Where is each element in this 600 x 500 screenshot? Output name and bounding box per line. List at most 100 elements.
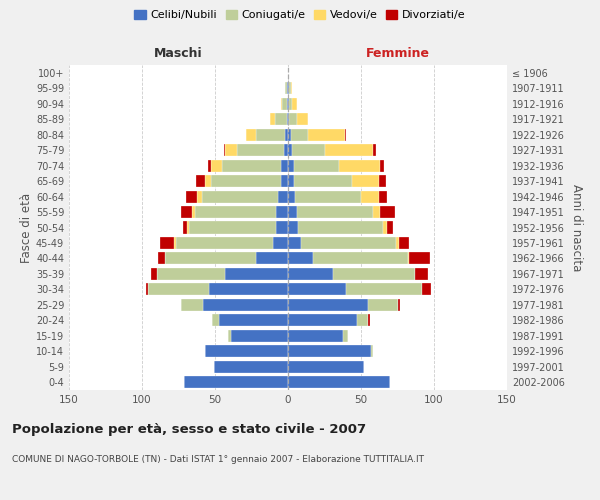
Bar bbox=[166, 252, 256, 264]
Bar bbox=[368, 314, 370, 326]
Bar bbox=[225, 268, 288, 280]
Bar bbox=[281, 175, 288, 187]
Bar bbox=[211, 160, 223, 172]
Bar bbox=[368, 299, 398, 311]
Bar bbox=[148, 284, 209, 296]
Bar bbox=[298, 222, 383, 234]
Bar bbox=[287, 113, 288, 125]
Bar bbox=[284, 144, 288, 156]
Bar bbox=[288, 128, 291, 140]
Bar bbox=[288, 160, 294, 172]
Bar bbox=[281, 98, 282, 110]
Bar bbox=[228, 330, 231, 342]
Bar bbox=[278, 190, 288, 202]
Bar bbox=[288, 376, 390, 388]
Bar bbox=[194, 206, 277, 218]
Bar bbox=[343, 330, 348, 342]
Bar bbox=[288, 190, 295, 202]
Bar bbox=[186, 190, 197, 202]
Bar bbox=[288, 299, 368, 311]
Bar bbox=[181, 206, 191, 218]
Bar bbox=[380, 160, 385, 172]
Bar bbox=[288, 82, 289, 94]
Bar bbox=[289, 82, 291, 94]
Bar bbox=[222, 160, 281, 172]
Bar bbox=[212, 314, 220, 326]
Bar bbox=[373, 144, 376, 156]
Bar bbox=[295, 190, 361, 202]
Bar bbox=[189, 222, 277, 234]
Bar bbox=[356, 314, 368, 326]
Bar bbox=[294, 175, 352, 187]
Bar bbox=[352, 175, 379, 187]
Bar bbox=[288, 206, 297, 218]
Bar bbox=[181, 299, 203, 311]
Bar bbox=[297, 206, 373, 218]
Bar bbox=[256, 128, 285, 140]
Bar bbox=[289, 98, 292, 110]
Bar bbox=[379, 175, 386, 187]
Bar bbox=[203, 299, 288, 311]
Bar bbox=[277, 222, 288, 234]
Bar bbox=[339, 160, 380, 172]
Bar bbox=[231, 330, 288, 342]
Bar bbox=[288, 252, 313, 264]
Bar bbox=[288, 237, 301, 249]
Text: Popolazione per età, sesso e stato civile - 2007: Popolazione per età, sesso e stato civil… bbox=[12, 422, 366, 436]
Bar bbox=[345, 128, 346, 140]
Bar bbox=[197, 190, 202, 202]
Bar bbox=[176, 237, 274, 249]
Bar bbox=[160, 237, 174, 249]
Bar bbox=[289, 113, 297, 125]
Bar bbox=[288, 175, 294, 187]
Bar bbox=[288, 284, 346, 296]
Bar bbox=[288, 144, 292, 156]
Bar bbox=[422, 284, 431, 296]
Bar bbox=[256, 252, 288, 264]
Bar bbox=[398, 299, 400, 311]
Bar bbox=[292, 98, 297, 110]
Bar bbox=[288, 268, 333, 280]
Bar bbox=[202, 190, 278, 202]
Bar bbox=[387, 222, 393, 234]
Bar bbox=[287, 82, 288, 94]
Bar bbox=[208, 160, 211, 172]
Bar bbox=[214, 361, 288, 373]
Bar bbox=[308, 128, 345, 140]
Text: COMUNE DI NAGO-TORBOLE (TN) - Dati ISTAT 1° gennaio 2007 - Elaborazione TUTTITAL: COMUNE DI NAGO-TORBOLE (TN) - Dati ISTAT… bbox=[12, 455, 424, 464]
Bar bbox=[196, 175, 205, 187]
Bar bbox=[271, 113, 275, 125]
Bar bbox=[325, 144, 373, 156]
Bar bbox=[225, 144, 237, 156]
Bar bbox=[291, 82, 292, 94]
Bar bbox=[415, 268, 428, 280]
Bar bbox=[211, 175, 281, 187]
Bar bbox=[288, 330, 343, 342]
Bar bbox=[379, 190, 387, 202]
Bar bbox=[174, 237, 176, 249]
Bar bbox=[294, 160, 339, 172]
Bar bbox=[275, 113, 287, 125]
Text: Maschi: Maschi bbox=[154, 47, 203, 60]
Bar bbox=[288, 346, 371, 358]
Bar bbox=[281, 160, 288, 172]
Text: Femmine: Femmine bbox=[365, 47, 430, 60]
Bar bbox=[396, 237, 399, 249]
Bar bbox=[287, 98, 288, 110]
Bar bbox=[346, 284, 422, 296]
Bar bbox=[158, 252, 166, 264]
Bar bbox=[187, 222, 189, 234]
Bar bbox=[288, 361, 364, 373]
Bar bbox=[285, 128, 288, 140]
Bar bbox=[301, 237, 396, 249]
Bar bbox=[277, 206, 288, 218]
Bar bbox=[408, 252, 409, 264]
Bar bbox=[292, 144, 325, 156]
Bar bbox=[371, 346, 373, 358]
Y-axis label: Anni di nascita: Anni di nascita bbox=[570, 184, 583, 271]
Bar bbox=[183, 222, 187, 234]
Bar bbox=[288, 314, 356, 326]
Bar bbox=[274, 237, 288, 249]
Bar bbox=[383, 222, 387, 234]
Bar bbox=[333, 268, 415, 280]
